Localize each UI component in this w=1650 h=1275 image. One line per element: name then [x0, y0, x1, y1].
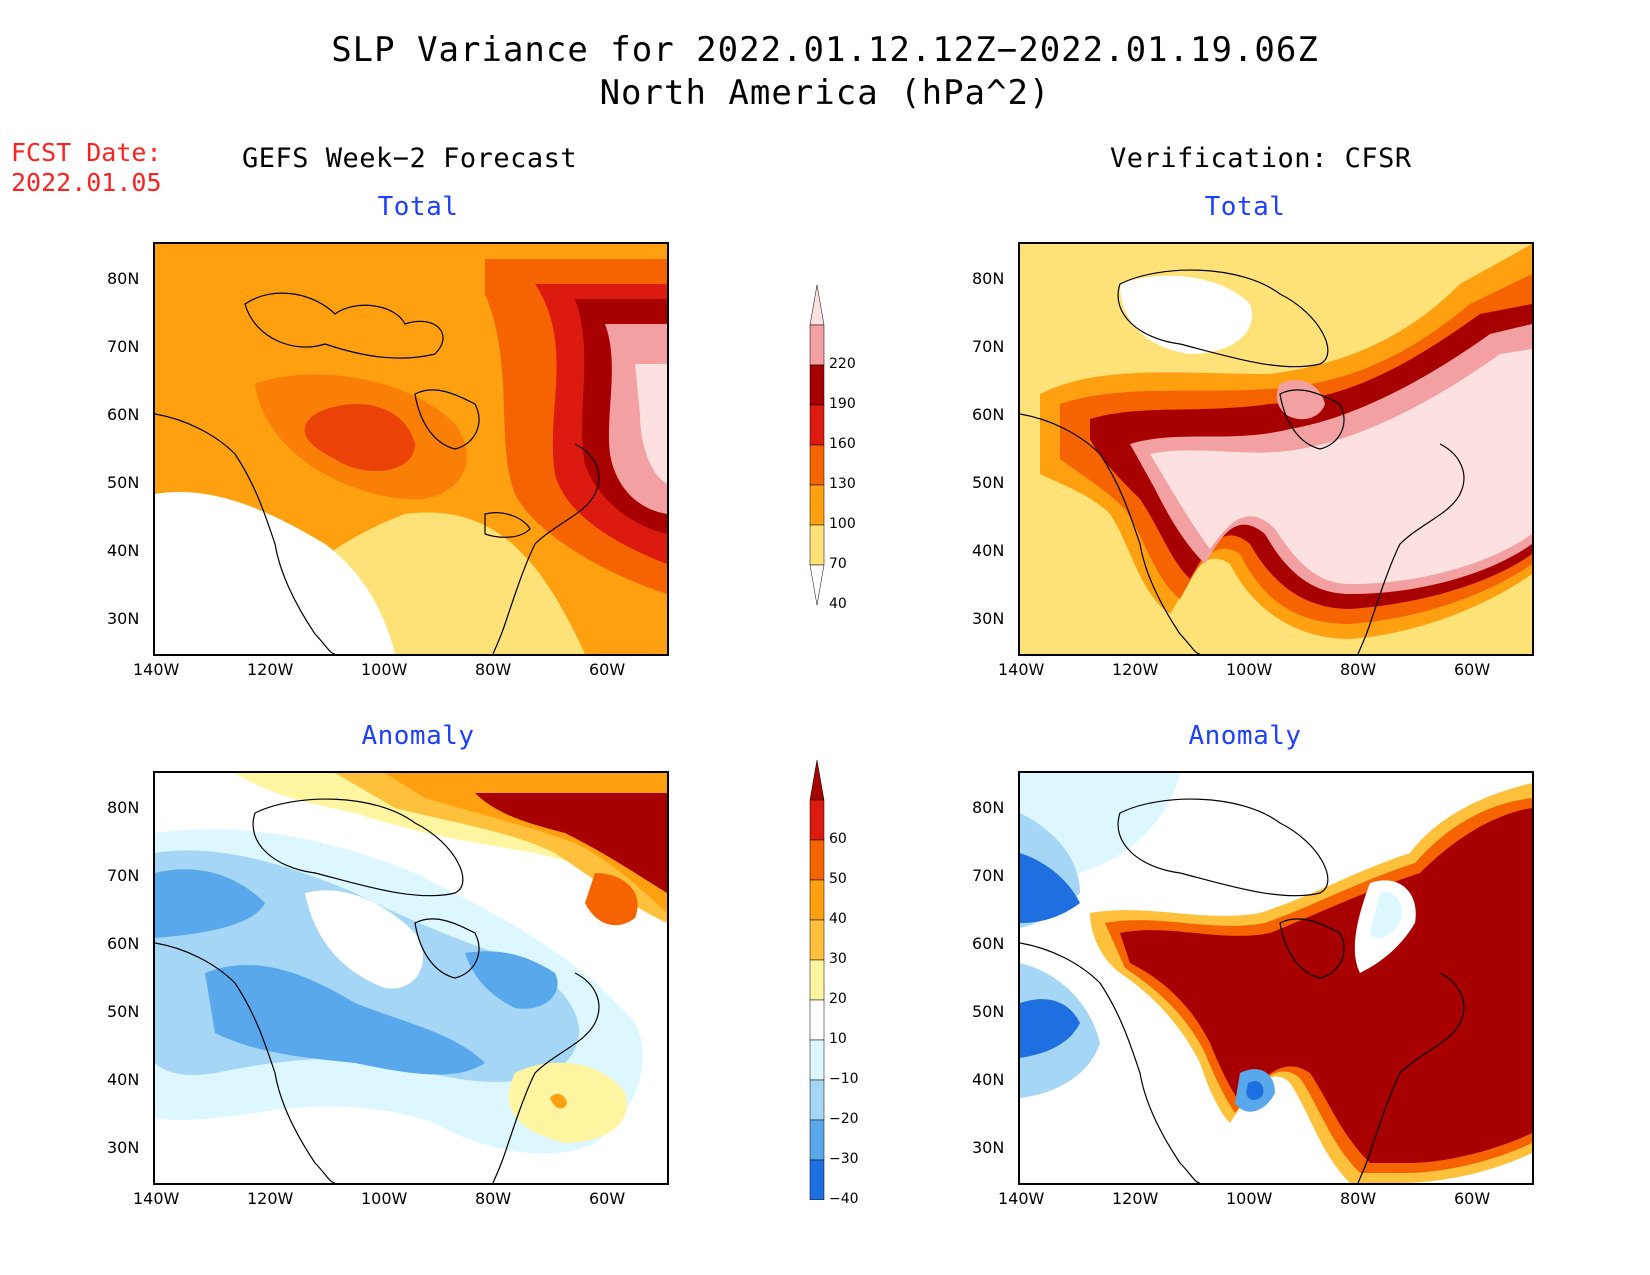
- colorbar-level-label: 190: [829, 396, 856, 412]
- colorbar-anomaly: [796, 759, 856, 1241]
- colorbar-total: [796, 284, 856, 615]
- map-verification-anomaly: [1018, 771, 1534, 1185]
- lon-label-verification-anomaly: 80W: [1340, 1189, 1377, 1208]
- lon-label-verification-total: 140W: [998, 660, 1045, 679]
- colorbar-level-label: 10: [829, 1031, 847, 1047]
- panel-title-forecast-anomaly: Anomaly: [361, 721, 475, 751]
- lat-label-forecast-total: 70N: [107, 337, 140, 356]
- lat-label-verification-total: 60N: [972, 405, 1005, 424]
- lat-label-forecast-anomaly: 70N: [107, 866, 140, 885]
- lon-label-verification-anomaly: 60W: [1454, 1189, 1491, 1208]
- colorbar-arrow-top: [809, 759, 825, 801]
- panel-title-verification-total: Total: [1204, 192, 1286, 222]
- colorbar-arrow-bottom: [809, 564, 825, 606]
- lon-label-forecast-total: 100W: [361, 660, 408, 679]
- lon-label-forecast-anomaly: 120W: [247, 1189, 294, 1208]
- colorbar-arrow-top: [809, 284, 825, 326]
- lat-label-verification-total: 40N: [972, 541, 1005, 560]
- lat-label-forecast-anomaly: 60N: [107, 934, 140, 953]
- lon-label-forecast-total: 140W: [133, 660, 180, 679]
- lat-label-verification-total: 80N: [972, 269, 1005, 288]
- colorbar-level-label: 50: [829, 871, 847, 887]
- lat-label-verification-anomaly: 40N: [972, 1070, 1005, 1089]
- colorbar-swatch: [809, 799, 825, 841]
- lon-label-verification-total: 100W: [1226, 660, 1273, 679]
- map-forecast-anomaly: [153, 771, 669, 1185]
- lon-label-forecast-total: 80W: [475, 660, 512, 679]
- lat-label-forecast-anomaly: 30N: [107, 1138, 140, 1157]
- lat-label-forecast-total: 30N: [107, 609, 140, 628]
- colorbar-swatch: [809, 404, 825, 446]
- lon-label-verification-anomaly: 100W: [1226, 1189, 1273, 1208]
- colorbar-level-label: 40: [829, 911, 847, 927]
- lat-label-forecast-anomaly: 80N: [107, 798, 140, 817]
- lon-label-verification-anomaly: 140W: [998, 1189, 1045, 1208]
- map-verification-total: [1018, 242, 1534, 656]
- colorbar-swatch: [809, 444, 825, 486]
- lat-label-verification-total: 30N: [972, 609, 1005, 628]
- colorbar-level-label: 60: [829, 831, 847, 847]
- colorbar-level-label: −20: [829, 1111, 859, 1127]
- colorbar-level-label: −40: [829, 1191, 859, 1207]
- fcst-date-value: 2022.01.05: [11, 168, 162, 197]
- colorbar-swatch: [809, 1159, 825, 1201]
- colorbar-level-label: −30: [829, 1151, 859, 1167]
- colorbar-swatch: [809, 364, 825, 406]
- colorbar-swatch: [809, 484, 825, 526]
- colorbar-level-label: 160: [829, 436, 856, 452]
- lat-label-forecast-anomaly: 50N: [107, 1002, 140, 1021]
- colorbar-level-label: 70: [829, 556, 847, 572]
- colorbar-level-label: 20: [829, 991, 847, 1007]
- lat-label-verification-anomaly: 80N: [972, 798, 1005, 817]
- colorbar-swatch: [809, 959, 825, 1001]
- colorbar-swatch: [809, 1079, 825, 1121]
- lon-label-forecast-anomaly: 140W: [133, 1189, 180, 1208]
- lon-label-forecast-total: 120W: [247, 660, 294, 679]
- lon-label-verification-total: 120W: [1112, 660, 1159, 679]
- colorbar-level-label: 130: [829, 476, 856, 492]
- lon-label-forecast-total: 60W: [589, 660, 626, 679]
- lat-label-forecast-total: 40N: [107, 541, 140, 560]
- fcst-date-label: FCST Date:: [11, 138, 162, 167]
- colorbar-swatch: [809, 839, 825, 881]
- lon-label-forecast-anomaly: 100W: [361, 1189, 408, 1208]
- colorbar-swatch: [809, 1119, 825, 1161]
- colorbar-swatch: [809, 919, 825, 961]
- colorbar-swatch: [809, 524, 825, 566]
- colorbar-swatch: [809, 879, 825, 921]
- lon-label-forecast-anomaly: 80W: [475, 1189, 512, 1208]
- colorbar-swatch: [809, 1039, 825, 1081]
- lat-label-verification-anomaly: 60N: [972, 934, 1005, 953]
- lat-label-forecast-anomaly: 40N: [107, 1070, 140, 1089]
- lat-label-forecast-total: 60N: [107, 405, 140, 424]
- lon-label-verification-anomaly: 120W: [1112, 1189, 1159, 1208]
- map-forecast-total: [153, 242, 669, 656]
- lat-label-verification-anomaly: 50N: [972, 1002, 1005, 1021]
- chart-subtitle: North America (hPa^2): [599, 73, 1051, 113]
- column-title-verification: Verification: CFSR: [1110, 143, 1412, 174]
- lat-label-verification-anomaly: 30N: [972, 1138, 1005, 1157]
- colorbar-level-label: 220: [829, 356, 856, 372]
- lon-label-verification-total: 60W: [1454, 660, 1491, 679]
- colorbar-level-label: −10: [829, 1071, 859, 1087]
- panel-title-verification-anomaly: Anomaly: [1188, 721, 1302, 751]
- lat-label-verification-anomaly: 70N: [972, 866, 1005, 885]
- column-title-forecast: GEFS Week−2 Forecast: [242, 143, 578, 174]
- colorbar-level-label: 40: [829, 596, 847, 612]
- lat-label-forecast-total: 50N: [107, 473, 140, 492]
- colorbar-swatch: [809, 324, 825, 366]
- lat-label-verification-total: 70N: [972, 337, 1005, 356]
- lat-label-forecast-total: 80N: [107, 269, 140, 288]
- colorbar-swatch: [809, 999, 825, 1041]
- panel-title-forecast-total: Total: [377, 192, 459, 222]
- lon-label-verification-total: 80W: [1340, 660, 1377, 679]
- colorbar-level-label: 30: [829, 951, 847, 967]
- colorbar-level-label: 100: [829, 516, 856, 532]
- lon-label-forecast-anomaly: 60W: [589, 1189, 626, 1208]
- lat-label-verification-total: 50N: [972, 473, 1005, 492]
- chart-title: SLP Variance for 2022.01.12.12Z−2022.01.…: [331, 30, 1319, 70]
